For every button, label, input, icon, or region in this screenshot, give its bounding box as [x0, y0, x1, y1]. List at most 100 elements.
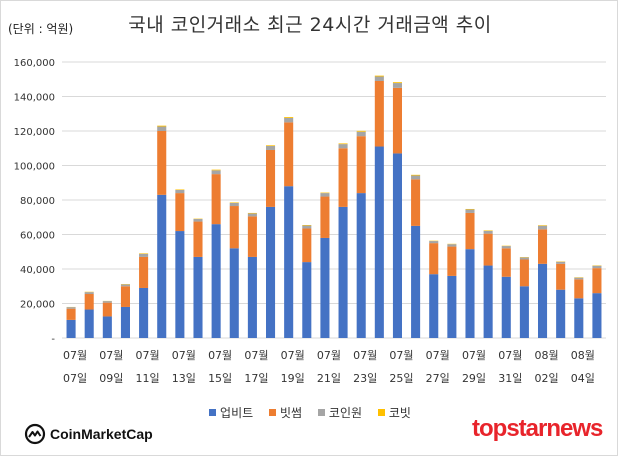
y-tick-label: 40,000	[20, 265, 55, 276]
bar-segment	[447, 246, 457, 276]
bar-segment	[229, 248, 239, 338]
x-tick-label-day: 04일	[571, 371, 595, 385]
x-tick-label-day: 17일	[244, 371, 268, 385]
bar-segment	[338, 144, 348, 149]
bar-segment	[84, 309, 94, 338]
bar-segment	[483, 230, 493, 231]
bar-segment	[211, 224, 221, 338]
bar-segment	[465, 212, 475, 250]
bar-segment	[302, 225, 312, 229]
gridlines	[62, 61, 606, 339]
bar-segment	[302, 262, 312, 338]
bar-segment	[175, 189, 185, 190]
legend: 업비트 빗썸 코인원 코빗	[0, 404, 620, 421]
y-tick-label: 20,000	[20, 300, 55, 311]
x-tick-label-day: 29일	[462, 371, 486, 385]
y-tick-label: 60,000	[20, 231, 55, 242]
bar-segment	[284, 117, 294, 123]
bar-segment	[320, 192, 330, 194]
coinmarketcap-icon	[24, 423, 46, 445]
legend-label-coinone: 코인원	[328, 406, 363, 420]
bar-segment	[266, 146, 276, 150]
legend-label-korbit: 코빗	[388, 406, 411, 420]
bar-segment	[465, 209, 475, 213]
bar-segment	[392, 153, 402, 338]
bar-segment	[320, 193, 330, 197]
bar-segment	[193, 218, 203, 222]
x-tick-label-month: 07월	[172, 349, 196, 362]
bar-segment	[429, 274, 439, 338]
bar-segment	[229, 202, 239, 203]
bar-segment	[338, 143, 348, 145]
bar-segment	[193, 221, 203, 257]
bar-segment	[374, 80, 384, 147]
coinmarketcap-logo: CoinMarketCap	[24, 423, 153, 445]
unit-label: (단위 : 억원)	[8, 22, 74, 36]
x-tick-label-month: 08월	[534, 349, 558, 362]
x-tick-label-day: 31일	[498, 371, 522, 385]
legend-swatch-bithumb	[268, 409, 276, 416]
bar-segment	[429, 243, 439, 275]
bar-segment	[411, 225, 421, 338]
bar-segment	[157, 194, 167, 338]
coinmarketcap-text: CoinMarketCap	[50, 426, 153, 442]
bar-segment	[247, 213, 257, 217]
bar-segment	[102, 316, 112, 338]
legend-item-korbit: 코빗	[377, 404, 411, 421]
bar-segment	[175, 189, 185, 194]
legend-swatch-upbit	[209, 409, 217, 416]
x-axis-ticks: 07월 07일 07월 09일 07월 11일 07월 13일 07월 15일 07월 17일 07월 1…	[63, 349, 595, 385]
x-tick-label-month: 07월	[136, 349, 160, 362]
bar-segment	[356, 136, 366, 194]
bar-segment	[574, 279, 584, 299]
bar-segment	[175, 193, 185, 232]
bar-segment	[465, 249, 475, 338]
bar-segment	[66, 307, 76, 309]
topstarnews-logo: topstarnews	[472, 415, 603, 442]
bar-segment	[356, 130, 366, 132]
bar-segment	[411, 174, 421, 176]
x-tick-label-month: 07월	[498, 349, 522, 362]
bar-segment	[139, 287, 149, 338]
bar-segment	[284, 117, 294, 118]
bar-segment	[592, 268, 602, 294]
bar-segment	[229, 206, 239, 249]
bar-segment	[320, 237, 330, 338]
x-tick-label-month: 07월	[63, 349, 87, 362]
x-tick-label-day: 02일	[534, 371, 558, 385]
bar-segment	[139, 253, 149, 257]
bar-segment	[501, 276, 511, 338]
chart-title: 국내 코인거래소 최근 24시간 거래금액 추이	[128, 14, 492, 36]
bar-segment	[320, 196, 330, 238]
bar-segment	[102, 302, 112, 317]
x-tick-label-month: 07월	[426, 349, 450, 362]
legend-label-bithumb: 빗썸	[279, 406, 303, 420]
bar-segment	[356, 131, 366, 137]
bar-segment	[483, 230, 493, 234]
y-tick-label: 100,000	[14, 162, 55, 173]
bar-segment	[120, 284, 130, 287]
x-tick-label-day: 07일	[63, 371, 87, 385]
bar-segment	[465, 208, 475, 210]
bar-segment	[556, 289, 566, 338]
x-tick-label-month: 07월	[281, 349, 305, 362]
bar-segment	[229, 202, 239, 207]
bar-segment	[157, 126, 167, 131]
bar-segment	[519, 257, 529, 260]
bar-segment	[157, 125, 167, 127]
x-tick-label-month: 07월	[353, 349, 377, 362]
x-tick-label-month: 07월	[99, 349, 123, 362]
bar-segment	[374, 76, 384, 81]
bar-segment	[447, 244, 457, 247]
bar-segment	[411, 175, 421, 180]
x-tick-label-day: 21일	[317, 371, 341, 385]
bar-segment	[411, 179, 421, 226]
bar-segment	[483, 233, 493, 266]
bar-segment	[592, 265, 602, 269]
x-tick-label-month: 07월	[244, 349, 268, 362]
bar-segment	[102, 301, 112, 303]
x-tick-label-day: 15일	[208, 371, 232, 385]
bar-segment	[538, 263, 548, 338]
bar-segment	[211, 169, 221, 171]
y-axis-ticks: - 20,000 40,000 60,000 80,000 100,000 120,000 1…	[14, 58, 56, 345]
